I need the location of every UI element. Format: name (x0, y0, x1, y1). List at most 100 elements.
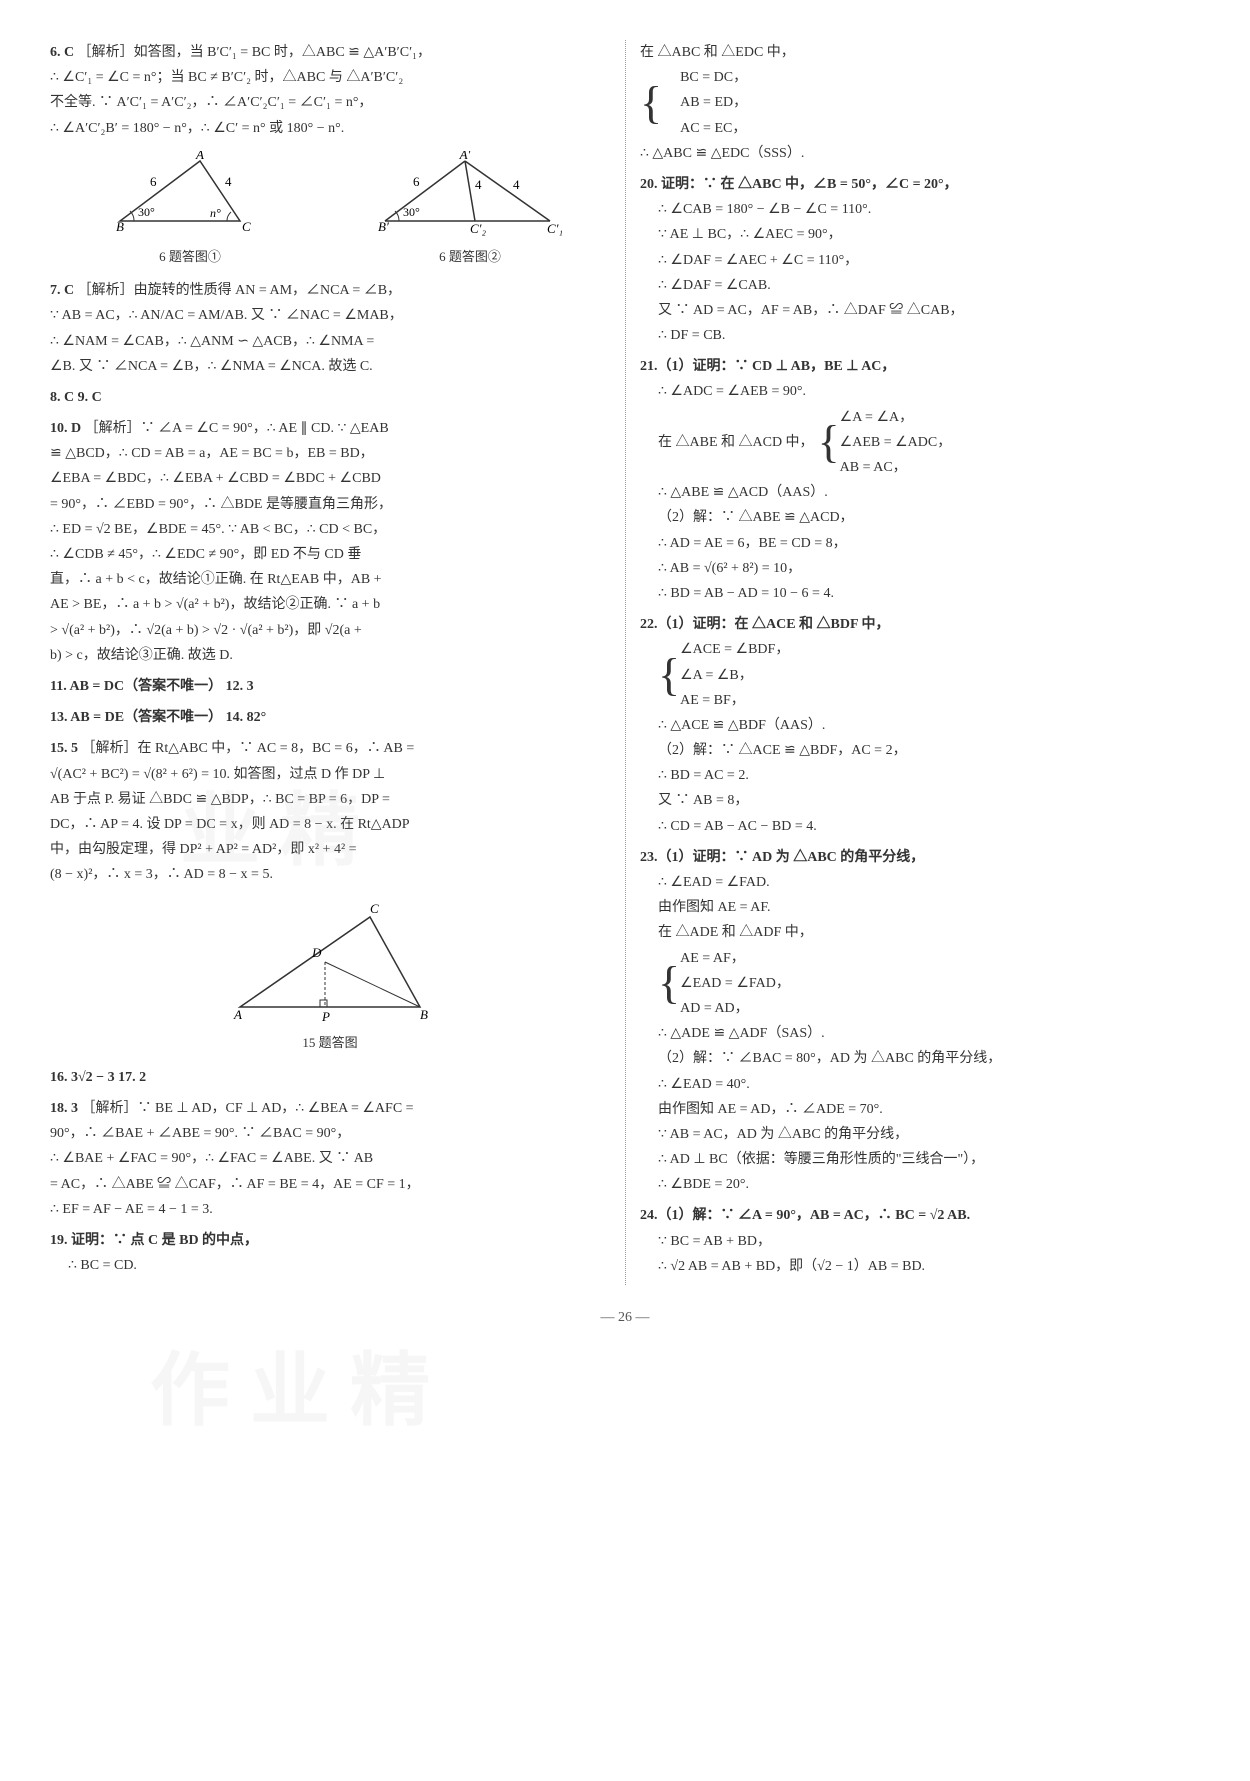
q23-l10: ∴ AD ⊥ BC（依据：等腰三角形性质的"三线合一"）， (640, 1147, 1200, 1172)
page-content: 6. C ［解析］如答图，当 B′C′₁ = BC 时，△ABC ≌ △A′B′… (50, 40, 1200, 1285)
q7-l4: ∠B. 又 ∵ ∠NCA = ∠B，∴ ∠NMA = ∠NCA. 故选 C. (50, 354, 610, 379)
q10-l8: AE > BE，∴ a + b > √(a² + b²)，故结论②正确. ∵ a… (50, 592, 610, 617)
q19-l1: 19. 证明：∵ 点 C 是 BD 的中点， (50, 1228, 610, 1253)
svg-text:D: D (311, 945, 322, 960)
q21-l2: ∴ ∠ADC = ∠AEB = 90°. (640, 379, 1200, 404)
q22: 22.（1）证明：在 △ACE 和 △BDF 中， { ∠ACE = ∠BDF，… (640, 612, 1200, 839)
q23-l4: 在 △ADE 和 △ADF 中， (640, 920, 1200, 945)
q18-l1: ［解析］∵ BE ⊥ AD，CF ⊥ AD，∴ ∠BEA = ∠AFC = (82, 1101, 414, 1116)
q22-l5: 又 ∵ AB = 8， (640, 788, 1200, 813)
q21-l1: 21.（1）证明：∵ CD ⊥ AB，BE ⊥ AC， (640, 354, 1200, 379)
q15-l1: ［解析］在 Rt△ABC 中，∵ AC = 8，BC = 6，∴ AB = (82, 741, 415, 756)
q16-q17: 16. 3√2 − 3 17. 2 (50, 1065, 610, 1090)
svg-text:4: 4 (225, 174, 232, 189)
q10-l7: 直，∴ a + b < c，故结论①正确. 在 Rt△EAB 中，AB + (50, 567, 610, 592)
q15-l2: √(AC² + BC²) = √(8² + 6²) = 10. 如答图，过点 D… (50, 762, 610, 787)
svg-text:A: A (233, 1007, 242, 1022)
q22-b2: ∠A = ∠B， (680, 663, 789, 688)
q6-l1: ［解析］如答图，当 B′C′₁ = BC 时，△ABC ≌ △A′B′C′₁， (78, 45, 431, 60)
q7: 7. C ［解析］由旋转的性质得 AN = AM，∠NCA = ∠B， ∵ AB… (50, 278, 610, 379)
q19c-l1: 在 △ABC 和 △EDC 中， (640, 40, 1200, 65)
q21-l3: 在 △ABE 和 △ACD 中， (658, 430, 814, 455)
d6a-caption: 6 题答图① (50, 245, 330, 268)
q19c: 在 △ABC 和 △EDC 中， { BC = DC， AB = ED， AC … (640, 40, 1200, 166)
q20-l4: ∴ ∠DAF = ∠AEC + ∠C = 110°， (640, 248, 1200, 273)
svg-text:C′₂: C′₂ (470, 221, 487, 236)
svg-text:A: A (195, 151, 204, 162)
q10-l10: b) > c，故结论③正确. 故选 D. (50, 643, 610, 668)
q23-b3: AD = AD， (680, 996, 790, 1021)
q20-l2: ∴ ∠CAB = 180° − ∠B − ∠C = 110°. (640, 197, 1200, 222)
q23-l7: ∴ ∠EAD = 40°. (640, 1072, 1200, 1097)
svg-text:B′: B′ (378, 219, 389, 234)
q21-b3: AB = AC， (840, 455, 952, 480)
q19c-b2: AB = ED， (662, 90, 747, 115)
diagram-6b: A′ B′ C′₂ C′₁ 6 4 4 30° (375, 151, 565, 241)
q21-b1: ∠A = ∠A， (840, 405, 952, 430)
d6b-caption: 6 题答图② (330, 245, 610, 268)
q23-b1: AE = AF， (680, 946, 790, 971)
q23-l11: ∴ ∠BDE = 20°. (640, 1172, 1200, 1197)
q24: 24.（1）解：∵ ∠A = 90°，AB = AC，∴ BC = √2 AB.… (640, 1203, 1200, 1279)
q23-l6: （2）解：∵ ∠BAC = 80°，AD 为 △ABC 的角平分线， (640, 1046, 1200, 1071)
q21-l6: ∴ AD = AE = 6，BE = CD = 8， (640, 531, 1200, 556)
svg-text:P: P (321, 1009, 330, 1024)
q10-head: 10. D (50, 421, 81, 436)
svg-text:A′: A′ (459, 151, 471, 162)
q19c-b3: AC = EC， (662, 116, 747, 141)
q20-l5: ∴ ∠DAF = ∠CAB. (640, 273, 1200, 298)
q8-q9: 8. C 9. C (50, 385, 610, 410)
q7-l1: ［解析］由旋转的性质得 AN = AM，∠NCA = ∠B， (78, 283, 401, 298)
q10-l9: > √(a² + b²)，∴ √2(a + b) > √2 · √(a² + b… (50, 618, 610, 643)
q18-l3: ∴ ∠BAE + ∠FAC = 90°，∴ ∠FAC = ∠ABE. 又 ∵ A… (50, 1146, 610, 1171)
q23-b2: ∠EAD = ∠FAD， (680, 971, 790, 996)
q15-l3: AB 于点 P. 易证 △BDC ≌ △BDP，∴ BC = BP = 6，DP… (50, 787, 610, 812)
q22-l1: 22.（1）证明：在 △ACE 和 △BDF 中， (640, 612, 1200, 637)
q19c-l2: ∴ △ABC ≌ △EDC（SSS）. (640, 141, 1200, 166)
svg-text:C′₁: C′₁ (547, 221, 563, 236)
q6: 6. C ［解析］如答图，当 B′C′₁ = BC 时，△ABC ≌ △A′B′… (50, 40, 610, 141)
q6-l4: ∴ ∠A′C′₂B′ = 180° − n°，∴ ∠C′ = n° 或 180°… (50, 116, 610, 141)
q6-l3: 不全等. ∵ A′C′₁ = A′C′₂，∴ ∠A′C′₂C′₁ = ∠C′₁ … (50, 90, 610, 115)
diagram-15: A B C D P (220, 897, 440, 1027)
svg-text:B: B (116, 219, 124, 234)
q22-b3: AE = BF， (680, 688, 789, 713)
svg-text:C: C (370, 901, 379, 916)
watermark: 作 业 精 (150, 1320, 430, 1464)
q18-head: 18. 3 (50, 1101, 78, 1116)
q18: 18. 3 ［解析］∵ BE ⊥ AD，CF ⊥ AD，∴ ∠BEA = ∠AF… (50, 1096, 610, 1222)
q19c-b1: BC = DC， (662, 65, 747, 90)
q24-l1: 24.（1）解：∵ ∠A = 90°，AB = AC，∴ BC = √2 AB. (640, 1203, 1200, 1228)
q22-l3: （2）解：∵ △ACE ≌ △BDF，AC = 2， (640, 738, 1200, 763)
q15: 15. 5 ［解析］在 Rt△ABC 中，∵ AC = 8，BC = 6，∴ A… (50, 736, 610, 887)
q20: 20. 证明：∵ 在 △ABC 中，∠B = 50°，∠C = 20°， ∴ ∠… (640, 172, 1200, 348)
q23-l9: ∵ AB = AC，AD 为 △ABC 的角平分线， (640, 1122, 1200, 1147)
q10-l1: ［解析］∵ ∠A = ∠C = 90°，∴ AE ∥ CD. ∵ △EAB (85, 421, 389, 436)
q23: 23.（1）证明：∵ AD 为 △ABC 的角平分线， ∴ ∠EAD = ∠FA… (640, 845, 1200, 1198)
q21-l5: （2）解：∵ △ABE ≌ △ACD， (640, 505, 1200, 530)
q20-l6: 又 ∵ AD = AC，AF = AB，∴ △DAF ≌ △CAB， (640, 298, 1200, 323)
q7-head: 7. C (50, 283, 74, 298)
q6-diagram: A B C 6 4 30° n° 6 题答图① (50, 151, 610, 268)
d15-caption: 15 题答图 (50, 1031, 610, 1054)
q11-q12: 11. AB = DC（答案不唯一） 12. 3 (50, 674, 610, 699)
q19-l2: ∴ BC = CD. (50, 1253, 610, 1278)
q21: 21.（1）证明：∵ CD ⊥ AB，BE ⊥ AC， ∴ ∠ADC = ∠AE… (640, 354, 1200, 606)
q10-l4: = 90°，∴ ∠EBD = 90°，∴ △BDE 是等腰直角三角形， (50, 492, 610, 517)
q19: 19. 证明：∵ 点 C 是 BD 的中点， ∴ BC = CD. (50, 1228, 610, 1278)
q23-l8: 由作图知 AE = AD，∴ ∠ADE = 70°. (640, 1097, 1200, 1122)
q22-l4: ∴ BD = AC = 2. (640, 763, 1200, 788)
q15-l6: (8 − x)²，∴ x = 3，∴ AD = 8 − x = 5. (50, 862, 610, 887)
q21-b2: ∠AEB = ∠ADC， (840, 430, 952, 455)
q23-l1: 23.（1）证明：∵ AD 为 △ABC 的角平分线， (640, 845, 1200, 870)
q18-l2: 90°，∴ ∠BAE + ∠ABE = 90°. ∵ ∠BAC = 90°， (50, 1121, 610, 1146)
page-number: — 26 — (50, 1305, 1200, 1330)
q22-l6: ∴ CD = AB − AC − BD = 4. (640, 814, 1200, 839)
diagram-6a: A B C 6 4 30° n° (110, 151, 270, 241)
q15-head: 15. 5 (50, 741, 78, 756)
q7-l2: ∵ AB = AC，∴ AN/AC = AM/AB. 又 ∵ ∠NAC = ∠M… (50, 303, 610, 328)
q23-l5: ∴ △ADE ≌ △ADF（SAS）. (640, 1021, 1200, 1046)
q24-l3: ∴ √2 AB = AB + BD，即（√2 − 1）AB = BD. (640, 1254, 1200, 1279)
svg-text:30°: 30° (138, 205, 155, 219)
q21-l8: ∴ BD = AB − AD = 10 − 6 = 4. (640, 581, 1200, 606)
